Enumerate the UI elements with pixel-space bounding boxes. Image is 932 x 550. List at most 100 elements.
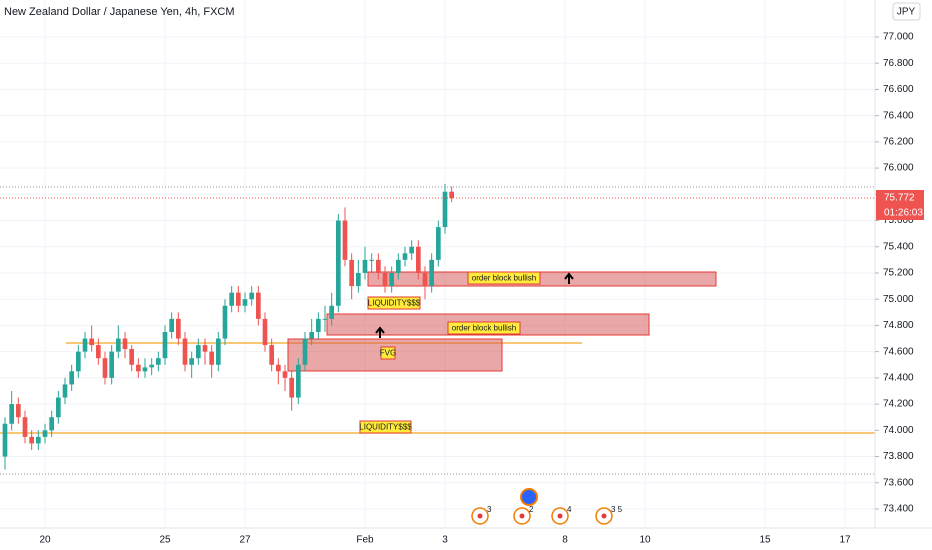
y-tick-label: 75.200	[883, 268, 914, 279]
candle-body	[229, 292, 234, 306]
candle-body	[136, 364, 141, 372]
candle-body	[409, 246, 414, 254]
candle-body	[222, 305, 228, 339]
candle-body	[436, 227, 441, 260]
candle-body	[36, 436, 41, 444]
candle-body	[349, 259, 354, 287]
event-dot	[601, 513, 607, 519]
x-tick-label: 20	[39, 535, 51, 546]
candle-body	[169, 318, 174, 332]
y-tick-label: 74.600	[883, 346, 914, 357]
candle-body	[416, 246, 421, 273]
event-dot	[557, 513, 563, 519]
candle-body	[176, 318, 181, 339]
event-count: 2	[529, 505, 534, 514]
x-tick-label: 25	[159, 535, 171, 546]
candle-body	[296, 364, 301, 398]
candle-body	[382, 272, 388, 287]
chart-title: New Zealand Dollar / Japanese Yen, 4h, F…	[4, 6, 235, 18]
candle-body	[102, 358, 108, 378]
last-price-badge	[876, 189, 924, 205]
annotation-box	[367, 296, 421, 310]
candle-body	[9, 404, 14, 424]
y-tick-label: 75.400	[883, 241, 914, 252]
y-tick-label: 73.400	[883, 504, 914, 515]
zone	[367, 271, 717, 287]
candle-body	[256, 292, 261, 319]
annotation-box	[380, 346, 396, 360]
candle-body	[249, 292, 254, 300]
y-tick-label: 77.000	[883, 32, 914, 43]
annotation: LIQUIDITY$$$	[359, 423, 412, 432]
candle-body	[342, 220, 348, 260]
annotation: LIQUIDITY$$$	[368, 299, 421, 308]
y-tick-label: 74.800	[883, 320, 914, 331]
timer: 01:26:03	[884, 208, 923, 219]
candle-body	[216, 338, 221, 365]
price-axis	[875, 0, 932, 550]
y-tick-label: 76.000	[883, 163, 914, 174]
candle-body	[289, 377, 294, 398]
candle-body	[236, 292, 241, 306]
candle-body	[42, 430, 48, 437]
candle-body	[56, 397, 61, 418]
annotation-box	[359, 420, 412, 434]
candle-body	[89, 338, 94, 346]
candle-body	[316, 318, 321, 332]
candle-body	[109, 351, 114, 378]
x-tick-label: 8	[562, 535, 568, 546]
event-count: 3	[487, 505, 492, 514]
event-count: 4	[567, 505, 572, 514]
candle-body	[329, 305, 334, 319]
event-dot	[519, 513, 525, 519]
candle-body	[49, 417, 54, 431]
y-tick-label: 76.600	[883, 84, 914, 95]
candle-body	[242, 299, 248, 306]
y-tick-label: 75.600	[883, 215, 914, 226]
candle-body	[116, 338, 121, 352]
candle-body	[376, 259, 381, 273]
y-tick-label: 73.800	[883, 451, 914, 462]
currency[interactable]: JPY	[897, 7, 916, 18]
candle-body	[422, 272, 428, 287]
candle-body	[209, 351, 214, 365]
candle-body	[182, 338, 188, 365]
event-dot	[477, 513, 483, 519]
candle-body	[269, 345, 274, 365]
y-tick-label: 75.000	[883, 294, 914, 305]
candle-body	[309, 331, 314, 339]
event-icon	[520, 488, 538, 506]
last-price: 75.772	[884, 193, 915, 204]
annotation: order block bullish	[472, 274, 536, 283]
candle-body	[162, 331, 168, 359]
candle-body	[156, 358, 161, 365]
candle-body	[442, 191, 448, 228]
candle-body	[336, 220, 341, 306]
y-tick-label: 76.800	[883, 58, 914, 69]
arrow	[564, 272, 574, 284]
candle-body	[129, 349, 134, 365]
candle-body	[202, 345, 208, 352]
candle-body	[396, 259, 401, 273]
timer-badge	[876, 204, 924, 220]
candle-body	[76, 351, 81, 372]
candle-body	[122, 338, 128, 350]
candle-body	[429, 259, 434, 287]
currency-badge[interactable]	[892, 2, 921, 21]
candle-body	[62, 384, 68, 398]
annotation-box	[467, 271, 541, 285]
candle-body	[449, 191, 454, 199]
candle-body	[356, 272, 361, 287]
candle-body	[96, 345, 101, 359]
y-tick-label: 76.400	[883, 110, 914, 121]
x-tick-label: 27	[239, 535, 251, 546]
x-tick-label: 15	[759, 535, 771, 546]
candle-body	[276, 364, 281, 372]
candle-body	[262, 318, 268, 346]
candle-body	[322, 318, 328, 320]
candle-body	[149, 364, 154, 368]
event-count: 3 5	[611, 505, 623, 514]
candle-body	[82, 338, 88, 352]
candle-body	[22, 417, 28, 437]
